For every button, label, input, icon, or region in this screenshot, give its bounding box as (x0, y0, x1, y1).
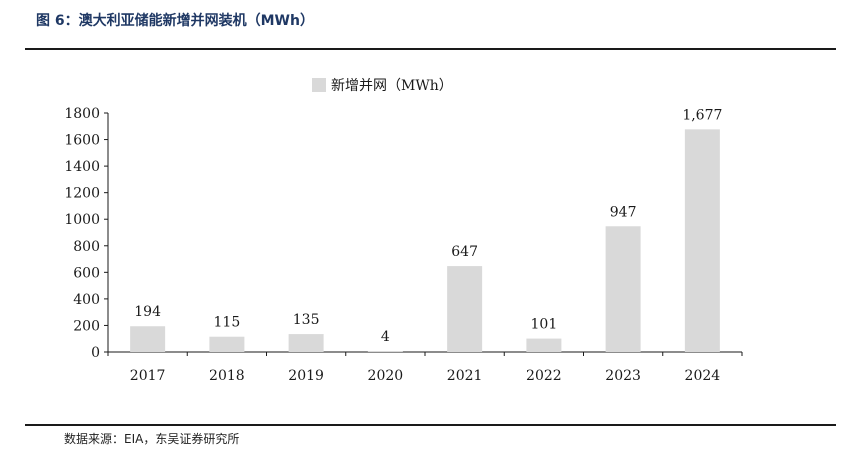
source-note: 数据来源：EIA，东吴证券研究所 (64, 432, 240, 446)
bottom-rule (25, 424, 836, 426)
figure-title: 图 6：澳大利亚储能新增并网装机（MWh） (36, 13, 314, 29)
x-tick-label-2021: 2021 (447, 368, 483, 384)
data-label-2021: 647 (451, 244, 478, 260)
top-rule (25, 48, 836, 50)
legend-swatch (312, 78, 326, 92)
data-label-2020: 4 (381, 329, 390, 345)
bar-2017 (130, 326, 166, 352)
y-tick-label: 400 (73, 292, 100, 308)
legend-label: 新增并网（MWh） (331, 78, 453, 94)
bar-2018 (209, 336, 245, 352)
bar-chart: 新增并网（MWh） 0 200 400 600 800 1000 1200 1400 1600 18… (64, 78, 743, 384)
y-tick-label: 200 (73, 318, 100, 334)
chart-panel: 新增并网（MWh） 0 200 400 600 800 1000 1200 1400 1600 18… (25, 52, 836, 420)
y-tick-label: 1200 (64, 186, 100, 202)
x-tick-label-2023: 2023 (605, 368, 641, 384)
y-tick-label: 1800 (64, 106, 100, 122)
data-label-2024: 1,677 (682, 107, 722, 123)
bar-2021 (447, 266, 483, 352)
bar-2022 (526, 338, 562, 352)
data-label-2023: 947 (610, 204, 637, 220)
x-tick-label-2018: 2018 (209, 368, 245, 384)
y-tick-label: 1400 (64, 159, 100, 175)
data-label-2017: 194 (134, 304, 161, 320)
bar-2024 (684, 129, 720, 352)
x-tick-label-2017: 2017 (130, 368, 166, 384)
y-tick-label: 800 (73, 239, 100, 255)
x-tick-label-2020: 2020 (368, 368, 404, 384)
y-tick-label: 600 (73, 265, 100, 281)
x-tick-label-2024: 2024 (685, 368, 721, 384)
bar-2023 (605, 226, 641, 352)
y-tick-label: 1000 (64, 212, 100, 228)
x-tick-label-2019: 2019 (288, 368, 324, 384)
y-tick-label: 1600 (64, 133, 100, 149)
legend: 新增并网（MWh） (312, 78, 453, 94)
data-label-2022: 101 (531, 317, 558, 333)
bar-2020 (367, 351, 403, 352)
data-label-2018: 115 (214, 315, 241, 331)
data-label-2019: 135 (293, 312, 320, 328)
y-tick-label: 0 (91, 345, 100, 361)
x-tick-label-2022: 2022 (526, 368, 562, 384)
bar-2019 (288, 334, 324, 352)
